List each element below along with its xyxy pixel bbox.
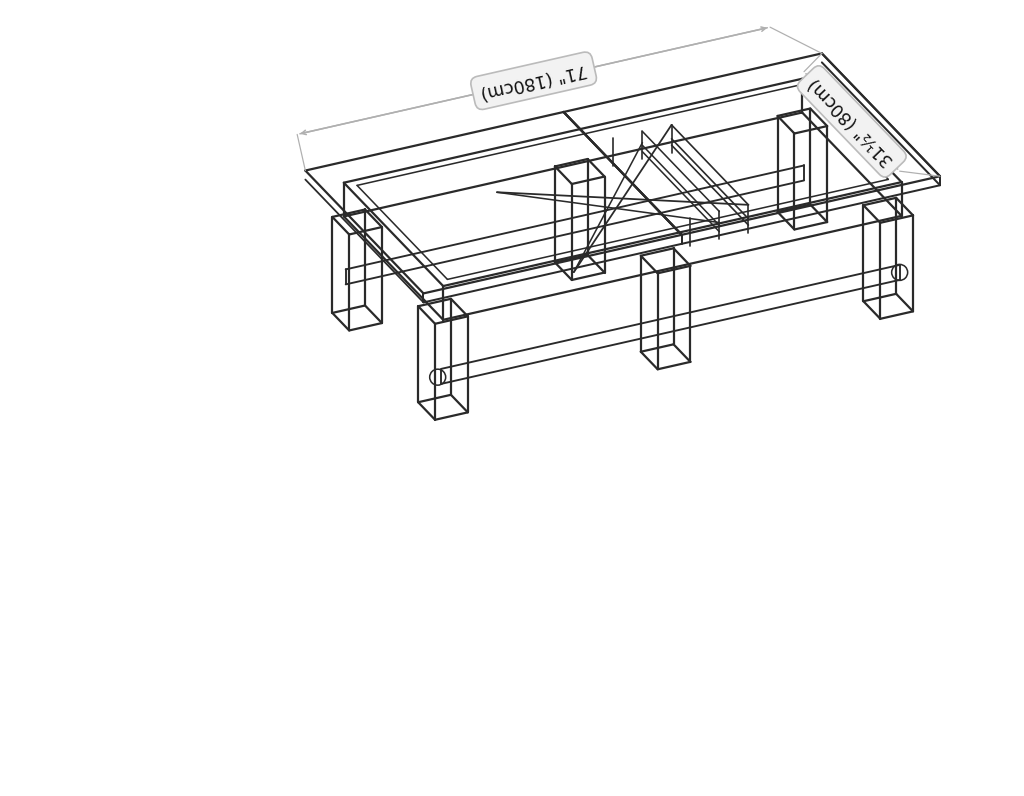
- Text: 31½" (80cm): 31½" (80cm): [806, 74, 898, 169]
- Text: 71" (180cm): 71" (180cm): [478, 60, 589, 102]
